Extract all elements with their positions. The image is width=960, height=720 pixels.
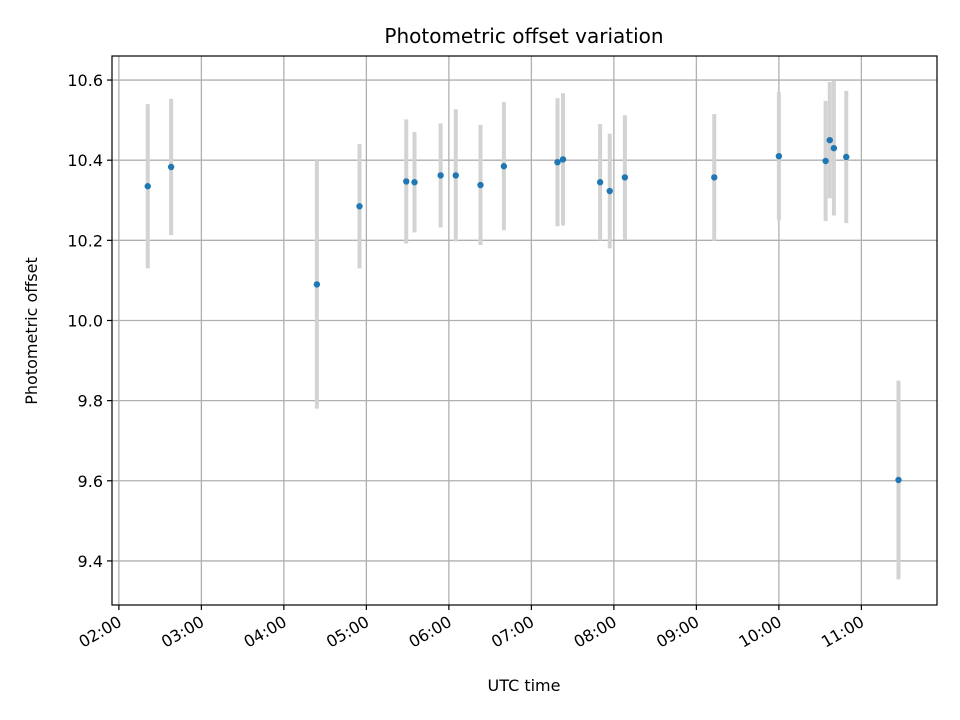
data-point xyxy=(411,179,418,186)
x-tick-label: 05:00 xyxy=(323,612,372,652)
data-point xyxy=(830,144,838,152)
data-point xyxy=(437,172,444,179)
data-point xyxy=(559,156,567,163)
x-tick-label: 02:00 xyxy=(75,612,124,652)
x-tick-label: 10:00 xyxy=(735,612,784,652)
y-tick-label: 9.6 xyxy=(78,472,103,491)
data-point xyxy=(822,157,829,165)
data-point xyxy=(711,174,718,181)
data-point xyxy=(477,181,484,189)
y-tick-label: 10.4 xyxy=(67,151,103,170)
data-point xyxy=(452,172,459,179)
data-point xyxy=(144,183,151,190)
error-bars xyxy=(145,80,901,580)
data-point xyxy=(621,174,629,181)
data-point xyxy=(775,152,783,160)
y-tick-label: 9.4 xyxy=(78,552,103,571)
y-axis-ticks: 9.4 9.6 9.8 10.0 10.2 10.4 10.6 xyxy=(67,71,112,571)
x-axis-label: UTC time xyxy=(488,676,561,695)
data-point xyxy=(895,476,902,484)
data-point xyxy=(500,163,508,170)
data-point xyxy=(167,163,175,171)
x-tick-label: 09:00 xyxy=(653,612,702,652)
y-tick-label: 10.6 xyxy=(67,71,103,90)
data-point xyxy=(356,203,363,210)
data-point xyxy=(554,158,561,166)
data-point xyxy=(606,187,613,195)
x-tick-label: 04:00 xyxy=(240,612,289,652)
x-tick-label: 07:00 xyxy=(488,612,537,652)
data-points xyxy=(144,136,902,484)
y-tick-label: 9.8 xyxy=(78,392,103,411)
x-axis-ticks: 02:00 03:00 04:00 05:00 06:00 07:00 08:00 09:00… xyxy=(75,605,867,652)
chart-title: Photometric offset variation xyxy=(384,24,663,48)
data-point xyxy=(403,178,410,185)
data-point xyxy=(843,153,850,161)
x-tick-label: 08:00 xyxy=(570,612,619,652)
x-tick-label: 03:00 xyxy=(158,612,207,652)
data-point xyxy=(596,179,604,186)
x-tick-label: 06:00 xyxy=(405,612,454,652)
data-point xyxy=(313,281,321,288)
x-tick-label: 11:00 xyxy=(818,612,867,652)
y-tick-label: 10.0 xyxy=(67,311,103,330)
plot-frame xyxy=(111,55,938,606)
data-point xyxy=(826,136,833,144)
grid-lines xyxy=(112,56,937,605)
y-axis-label: Photometric offset xyxy=(22,257,41,405)
y-tick-label: 10.2 xyxy=(67,231,103,250)
